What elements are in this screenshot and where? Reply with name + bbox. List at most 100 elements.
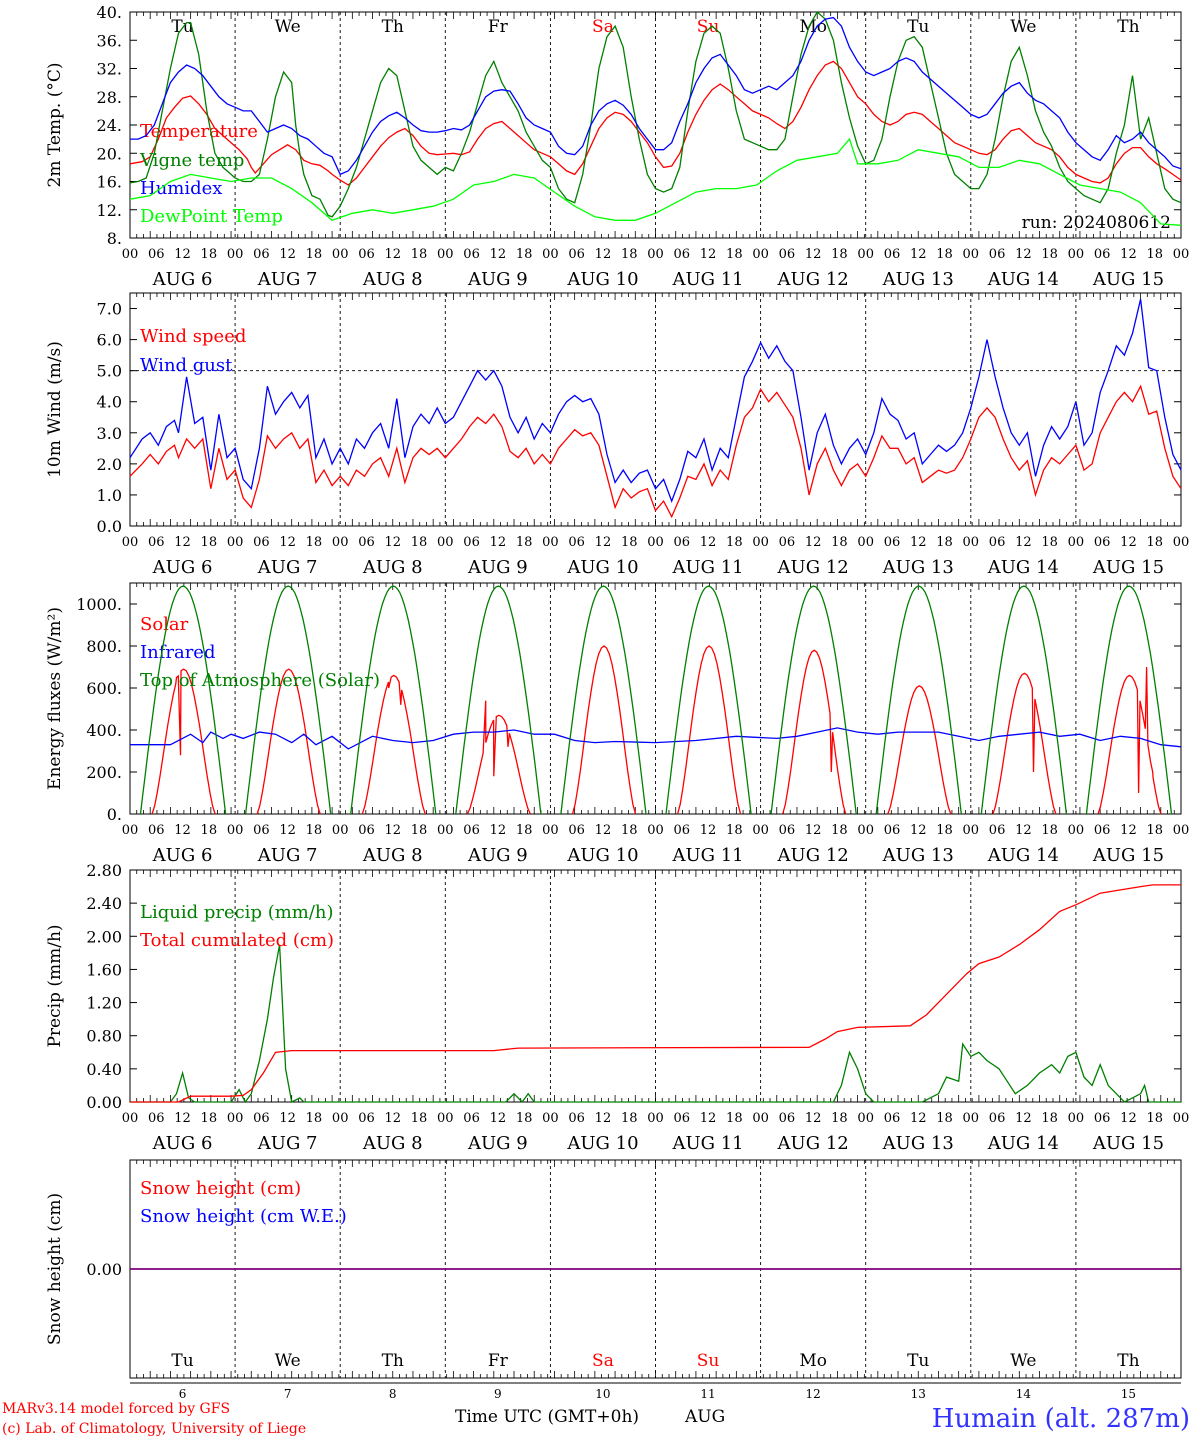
hour-tick-label: 00 (647, 535, 664, 550)
y-tick-label: 1.0 (97, 486, 122, 505)
hour-tick-label: 18 (831, 1111, 848, 1126)
hour-tick-label: 00 (542, 1111, 559, 1126)
hour-tick-label: 00 (963, 535, 980, 550)
hour-tick-label: 12 (174, 823, 191, 838)
hour-tick-label: 18 (831, 823, 848, 838)
day-of-week-label: Th (382, 1351, 404, 1371)
hour-tick-label: 06 (779, 823, 796, 838)
hour-tick-label: 06 (358, 247, 375, 262)
hour-tick-label: 06 (568, 823, 585, 838)
hour-tick-label: 18 (516, 823, 533, 838)
y-tick-label: 16. (97, 173, 122, 192)
series-line-0 (676, 645, 742, 815)
y-tick-label: 24. (97, 116, 122, 135)
day-number-label: 12 (806, 1387, 821, 1401)
date-label: AUG 11 (671, 845, 743, 866)
hour-tick-label: 12 (384, 247, 401, 262)
legend-entry: Total cumulated (cm) (140, 930, 334, 951)
date-label: AUG 12 (777, 1133, 849, 1154)
hour-tick-label: 00 (857, 1111, 874, 1126)
y-tick-label: 7.0 (97, 300, 122, 319)
hour-tick-label: 00 (122, 1111, 139, 1126)
hour-tick-label: 00 (332, 247, 349, 262)
date-label: AUG 12 (777, 557, 849, 578)
hour-tick-label: 12 (490, 823, 507, 838)
hour-tick-label: 12 (1120, 535, 1137, 550)
chart-panel-1: 8. 12. 16. 20. 24. 28. 32. 36. 40. 2m Temp. (°C) T… (45, 3, 1189, 290)
hour-tick-label: 12 (805, 535, 822, 550)
date-label: AUG 13 (882, 1133, 954, 1154)
hour-tick-label: 06 (884, 535, 901, 550)
hour-tick-label: 00 (1173, 823, 1190, 838)
chart-panel-4: 0.00 0.40 0.80 1.20 1.60 2.00 2.40 2.80 Precip (… (45, 861, 1189, 1154)
date-label: AUG 9 (467, 1133, 528, 1154)
day-of-week-label: Su (697, 1351, 720, 1371)
hour-tick-label: 06 (989, 1111, 1006, 1126)
hour-tick-label: 18 (306, 535, 323, 550)
series-line-3 (129, 137, 1182, 226)
hour-tick-label: 18 (1146, 247, 1163, 262)
y-tick-label: 1.20 (86, 994, 122, 1013)
run-annotation: run: 2024080612 (1022, 213, 1171, 233)
hour-tick-label: 06 (568, 535, 585, 550)
hour-tick-label: 00 (227, 1111, 244, 1126)
model-credit-line2: (c) Lab. of Climatology, University of L… (2, 1421, 306, 1437)
hour-tick-label: 18 (201, 535, 218, 550)
date-label: AUG 14 (987, 845, 1059, 866)
hour-tick-label: 00 (1068, 247, 1085, 262)
series-line-2 (1085, 585, 1173, 815)
hour-tick-label: 18 (201, 1111, 218, 1126)
day-of-week-label: Sa (592, 1351, 614, 1371)
hour-tick-label: 18 (936, 823, 953, 838)
hour-tick-label: 18 (1146, 1111, 1163, 1126)
station-name: Humain (alt. 287m) (932, 1404, 1190, 1434)
hour-tick-label: 06 (884, 1111, 901, 1126)
hour-tick-label: 12 (805, 247, 822, 262)
hour-tick-label: 12 (595, 535, 612, 550)
hour-tick-label: 18 (621, 247, 638, 262)
date-label: AUG 9 (467, 845, 528, 866)
y-tick-label: 1000. (76, 595, 122, 614)
y-tick-label: 2.00 (86, 927, 122, 946)
hour-tick-label: 06 (779, 535, 796, 550)
hour-tick-label: 18 (726, 535, 743, 550)
date-label: AUG 15 (1092, 1133, 1164, 1154)
hour-tick-label: 12 (1015, 535, 1032, 550)
date-label: AUG 7 (257, 845, 318, 866)
hour-tick-label: 12 (174, 1111, 191, 1126)
series-line-1 (129, 10, 1182, 218)
y-tick-label: 2.0 (97, 455, 122, 474)
y-tick-label: 600. (86, 679, 122, 698)
day-of-week-label: Th (1117, 1351, 1139, 1371)
hour-tick-label: 00 (752, 535, 769, 550)
y-tick-label: 5.0 (97, 362, 122, 381)
hour-tick-label: 00 (1068, 823, 1085, 838)
series-line-2 (770, 585, 857, 815)
hour-tick-label: 12 (1120, 1111, 1137, 1126)
hour-tick-label: 00 (332, 1111, 349, 1126)
hour-tick-label: 18 (1041, 1111, 1058, 1126)
hour-tick-label: 00 (963, 823, 980, 838)
hour-tick-label: 18 (516, 247, 533, 262)
y-tick-label: 200. (86, 763, 122, 782)
hour-tick-label: 12 (490, 535, 507, 550)
hour-tick-label: 06 (253, 1111, 270, 1126)
model-credit-line1: MARv3.14 model forced by GFS (2, 1401, 230, 1417)
date-label: AUG 15 (1092, 557, 1164, 578)
date-label: AUG 10 (566, 845, 638, 866)
hour-tick-label: 06 (463, 823, 480, 838)
series-line-1 (130, 727, 1182, 750)
y-tick-label: 2.80 (86, 861, 122, 880)
hour-tick-label: 12 (279, 247, 296, 262)
y-tick-label: 0.00 (86, 1093, 122, 1112)
y-tick-label: 8. (107, 229, 122, 248)
hour-tick-label: 00 (1068, 535, 1085, 550)
hour-tick-label: 18 (1146, 535, 1163, 550)
hour-tick-label: 00 (1173, 247, 1190, 262)
time-axis-title: Time UTC (GMT+0h) (455, 1407, 639, 1427)
series-line-0 (129, 60, 1182, 186)
date-label: AUG 11 (671, 269, 743, 290)
day-of-week-label: Mo (799, 17, 827, 37)
hour-tick-label: 00 (542, 535, 559, 550)
